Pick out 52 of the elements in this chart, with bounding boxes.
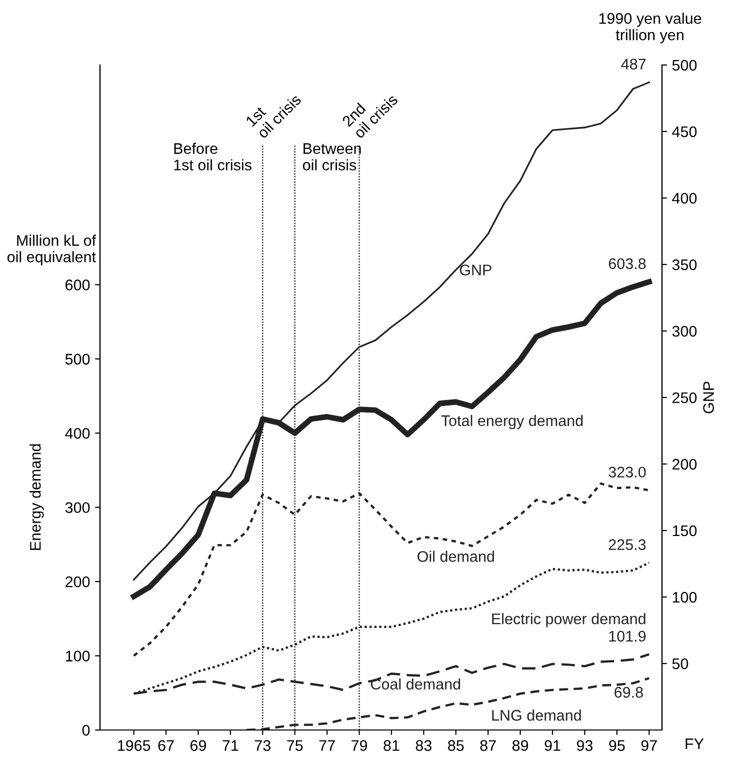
text: Million kL of oil equivalent [7, 234, 96, 266]
annotation: Before 1st oil crisis [174, 142, 252, 170]
y-axis-title: Energy demand [30, 444, 44, 550]
y-tick-label: 600 [66, 280, 90, 290]
x-tick-label: 1965 [118, 740, 150, 751]
x-tick-label: 69 [190, 740, 206, 751]
y2-tick-label: 400 [672, 192, 697, 204]
x-tick-label: 75 [287, 740, 303, 751]
x-tick-label: 97 [641, 740, 657, 751]
y2-tick-label: 450 [672, 126, 697, 138]
x-tick-label: 91 [544, 740, 560, 751]
y2-tick-label: 300 [672, 326, 697, 337]
y2-tick-label: 250 [672, 392, 697, 404]
x-tick-label: 83 [416, 740, 432, 751]
y-tick-label: 300 [65, 502, 90, 514]
x-tick-label: 71 [222, 740, 238, 751]
y2-tick-label: 100 [672, 592, 697, 603]
y2-tick-label: 350 [672, 259, 697, 270]
annotation: Between oil crisis [302, 143, 361, 170]
x-tick-label: 95 [609, 740, 625, 751]
y2-axis-title: GNP [703, 382, 714, 414]
series-label: LNG demand [492, 710, 581, 721]
y-tick-label: 200 [66, 576, 90, 588]
y2-tick-label: 50 [672, 658, 688, 670]
data-label: 101.9 [609, 630, 646, 642]
x-tick-label: 89 [512, 740, 528, 751]
text: 1990 yen value trillion yen [599, 12, 702, 44]
data-label: 487 [621, 58, 646, 70]
data-label: 69.8 [614, 686, 643, 698]
y-tick-label: 100 [66, 650, 90, 662]
x-tick-label: 67 [158, 740, 174, 751]
x-tick-label: 73 [254, 740, 270, 751]
y2-tick-label: 500 [672, 60, 697, 71]
y-tick-label: 400 [65, 428, 90, 439]
y2-tick-label: 150 [672, 525, 697, 536]
y-tick-label: 500 [65, 354, 90, 365]
data-label: 323.0 [608, 466, 646, 478]
data-label: 225.3 [608, 539, 646, 550]
data-label: 603.8 [608, 258, 646, 270]
x-tick-label: 77 [319, 740, 335, 751]
series-label: Electric power demand [492, 613, 646, 628]
y2-tick-label: 200 [672, 458, 697, 470]
series-label: Total energy demand [441, 414, 583, 430]
x-tick-label: 93 [576, 740, 593, 751]
x-tick-label: 79 [352, 740, 368, 751]
series-label: GNP [460, 264, 492, 276]
x-tick-label: 87 [480, 740, 496, 751]
y-tick-label: 0 [82, 724, 90, 736]
x-tick-label: 81 [384, 740, 400, 751]
series-label: Oil demand [418, 550, 494, 562]
x-tick-label: 85 [448, 740, 464, 751]
x-axis-title: FY [686, 738, 704, 750]
